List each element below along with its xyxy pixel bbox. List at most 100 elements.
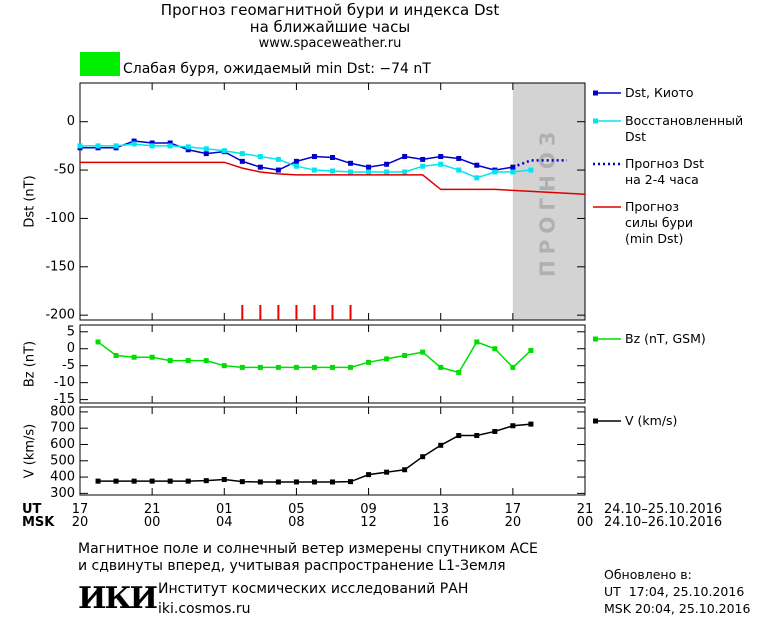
y-axis-label: Bz (nT) [23,341,38,387]
x-tick-label: 00 [576,515,594,530]
point [384,169,390,175]
point [131,354,137,360]
point [293,163,299,169]
point [384,469,390,475]
legend-marker [593,336,598,342]
point [167,478,173,484]
forecast-label: ПРОГНОЗ [535,126,559,277]
point [167,143,173,149]
point [113,353,119,359]
legend-entry: Прогноз Dst на 2-4 часа [625,156,705,187]
legend-entry: Bz (nT, GSM) [625,331,706,346]
y-tick-label: 400 [50,470,75,485]
panel-frame [79,406,586,496]
point [420,156,426,162]
point [149,478,155,484]
point [149,140,155,146]
point [528,421,534,427]
y-tick-label: -100 [45,211,75,226]
point [275,167,281,173]
point [456,433,462,439]
point [221,363,227,369]
point [293,158,299,164]
point [528,167,534,173]
updated-label: Обновлено в: [604,567,692,582]
point [275,364,281,370]
y-tick-label: -50 [54,163,75,178]
ut-label: UT [22,502,42,517]
x-tick-label: 20 [71,515,89,530]
point [113,478,119,484]
x-tick-label: 21 [576,502,594,517]
point [420,349,426,355]
point [438,364,444,370]
x-tick-label: 13 [432,502,449,517]
point [384,356,390,362]
point [113,143,119,149]
point [402,467,408,473]
y-tick-label: -150 [45,259,75,274]
x-tick-label: 12 [360,515,377,530]
logo: ИКИ [78,581,158,616]
storm-box [80,52,120,76]
point [330,479,335,485]
point [366,169,372,175]
point [167,140,173,146]
point [348,160,354,166]
y-tick-label: -15 [54,392,75,407]
point [203,478,209,484]
y-tick-label: 0 [67,114,75,129]
point [167,358,173,364]
series-line [98,423,531,483]
point [420,163,426,169]
point [239,158,245,164]
point [77,143,83,149]
point [203,151,209,157]
point [131,141,137,147]
point [185,478,191,484]
point [492,169,498,175]
updated-msk: MSK 20:04, 25.10.2016 [604,601,751,616]
point [528,347,534,353]
point [384,161,390,167]
point [366,164,372,170]
point [95,478,101,484]
forecast-zone [512,83,585,320]
point [330,154,335,160]
x-tick-label: 00 [143,515,161,530]
point [456,167,462,173]
point [293,364,299,370]
x-tick-label: 09 [360,502,377,517]
y-tick-label: 5 [67,324,75,339]
legend-entry: Прогноз силы бури (min Dst) [625,199,693,246]
point [438,154,444,160]
x-tick-label: 08 [288,515,305,530]
msk-range: 24.10–26.10.2016 [604,515,723,530]
point [330,364,335,370]
updated-ut: UT 17:04, 25.10.2016 [604,584,745,599]
point [311,364,317,370]
legend-entry: Восстановленный Dst [625,113,744,144]
y-tick-label: 500 [50,453,75,468]
point [149,354,155,360]
site: iki.cosmos.ru [158,601,251,617]
x-tick-label: 17 [71,502,89,517]
point [510,364,516,370]
point [510,423,516,429]
point [95,143,101,149]
series-line [80,143,531,179]
legend-marker [593,90,598,96]
point [203,358,209,364]
point [275,156,281,162]
point [420,454,426,460]
point [311,479,317,485]
series-line [512,159,567,169]
y-axis-label: V (km/s) [23,424,38,479]
point [456,155,462,161]
point [474,162,480,168]
point [474,175,480,181]
x-tick-label: 01 [216,502,233,517]
url: www.spaceweather.ru [258,36,402,51]
